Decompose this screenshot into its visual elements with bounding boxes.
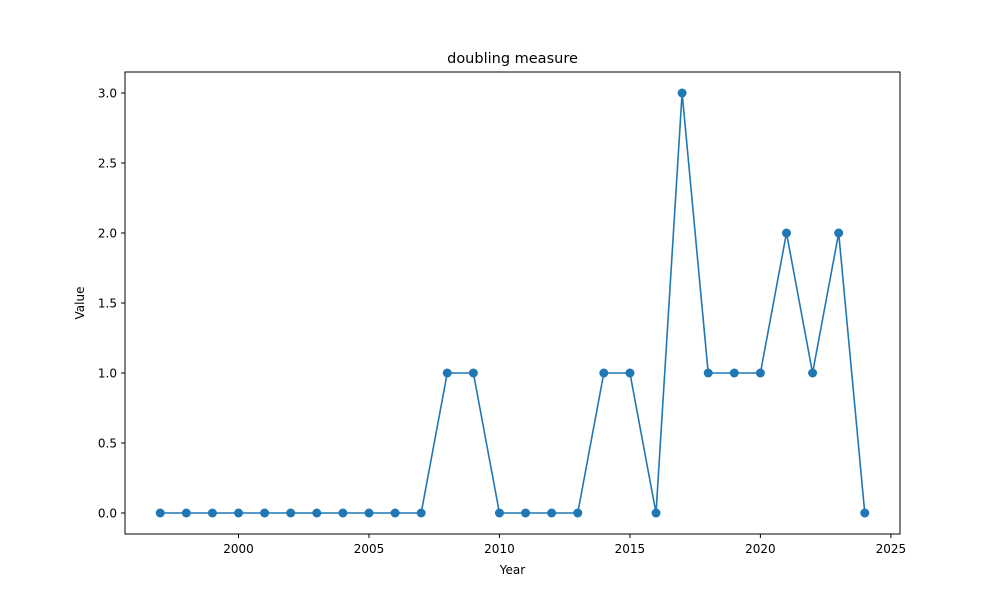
x-tick-label: 2015 <box>615 542 646 556</box>
plot-area: 2000 2005 2010 2015 2020 2025 0.0 0.5 1.0 1.5 2.0 2… <box>98 71 907 556</box>
data-point <box>364 508 374 518</box>
x-axis-label: Year <box>499 563 525 577</box>
data-point <box>207 508 217 518</box>
data-point <box>442 368 452 378</box>
data-point <box>286 508 296 518</box>
data-point <box>834 228 844 238</box>
data-point <box>547 508 557 518</box>
y-tick-label: 2.0 <box>98 227 117 241</box>
data-point <box>677 88 687 98</box>
data-point <box>808 368 818 378</box>
data-point <box>755 368 765 378</box>
y-tick-label: 1.5 <box>98 297 117 311</box>
y-tick-label: 3.0 <box>98 87 117 101</box>
data-point <box>494 508 504 518</box>
series-line <box>160 92 866 514</box>
data-point <box>599 368 609 378</box>
x-tick-label: 2005 <box>354 542 385 556</box>
data-point <box>416 508 426 518</box>
x-tick-label: 2020 <box>745 542 776 556</box>
data-point <box>703 368 713 378</box>
y-tick-label: 1.0 <box>98 367 117 381</box>
y-tick-label: 2.5 <box>98 157 117 171</box>
x-tick-label: 2010 <box>484 542 515 556</box>
data-point <box>390 508 400 518</box>
data-point <box>651 508 661 518</box>
data-point <box>181 508 191 518</box>
data-point <box>860 508 870 518</box>
data-point <box>781 228 791 238</box>
data-point <box>260 508 270 518</box>
y-axis-label: Value <box>73 287 87 320</box>
data-point <box>234 508 244 518</box>
data-point <box>625 368 635 378</box>
data-point <box>729 368 739 378</box>
data-point <box>521 508 531 518</box>
data-point <box>573 508 583 518</box>
data-point <box>468 368 478 378</box>
y-tick-label: 0.5 <box>98 437 117 451</box>
x-tick-label: 2000 <box>223 542 254 556</box>
data-point <box>155 508 165 518</box>
y-tick-label: 0.0 <box>98 507 117 521</box>
data-point <box>312 508 322 518</box>
data-point <box>338 508 348 518</box>
chart-title: doubling measure <box>447 51 578 67</box>
x-tick-label: 2025 <box>876 542 907 556</box>
